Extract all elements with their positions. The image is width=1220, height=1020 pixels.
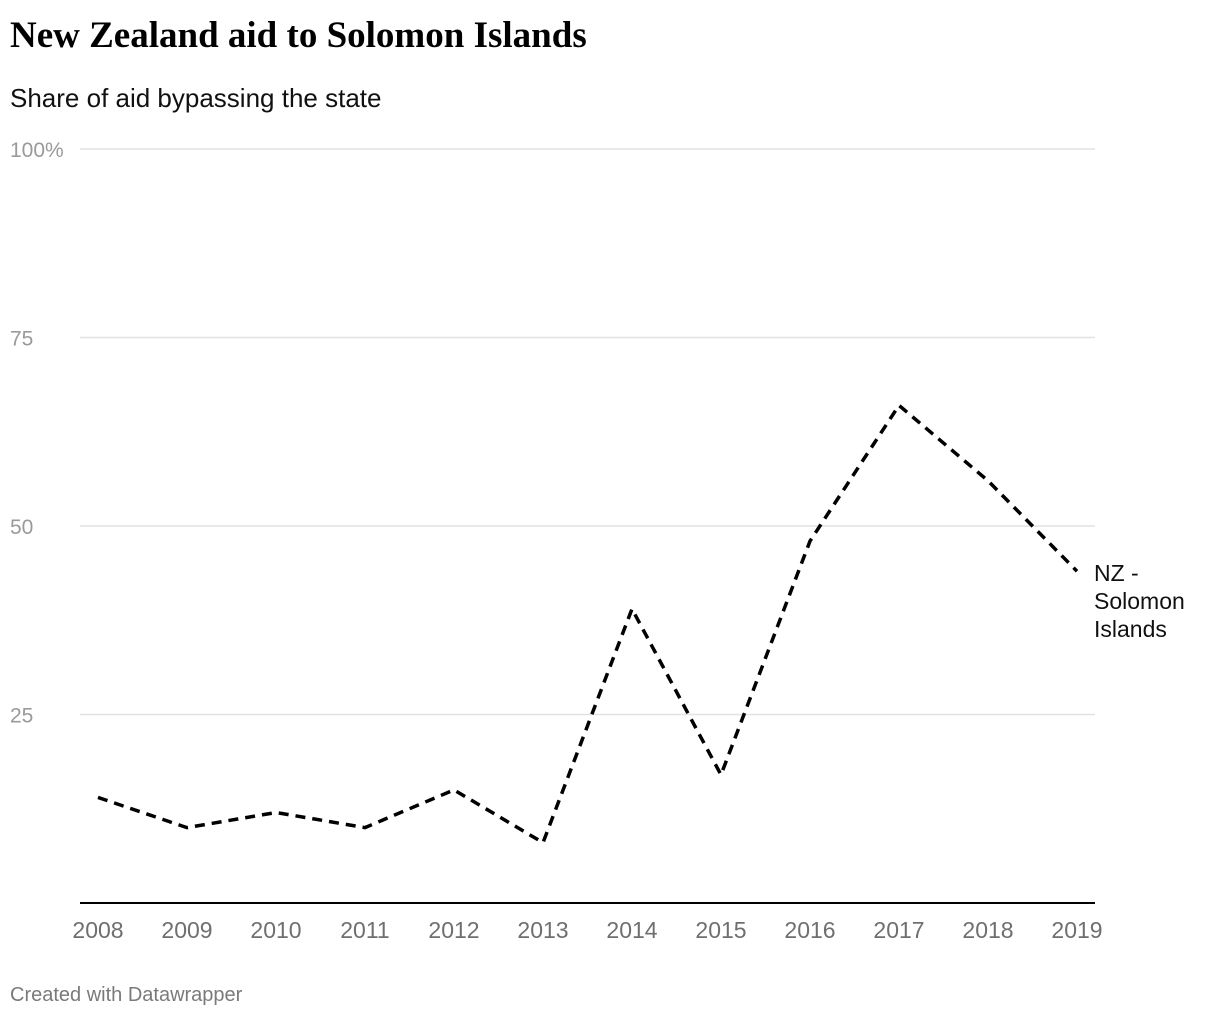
chart-subtitle: Share of aid bypassing the state	[10, 83, 382, 113]
chart-title: New Zealand aid to Solomon Islands	[10, 15, 587, 56]
x-tick-label-2013: 2013	[517, 917, 568, 943]
x-tick-label-2008: 2008	[72, 917, 123, 943]
y-tick-label-50: 50	[10, 516, 33, 539]
x-tick-label-2010: 2010	[250, 917, 301, 943]
y-axis-ticks: 25 50 75 100%	[10, 139, 64, 728]
credit-footer: Created with Datawrapper	[10, 984, 243, 1006]
series-line-0	[97, 403, 1079, 845]
gridlines	[80, 148, 1095, 716]
series-labels: NZ -Solomon Islands	[1094, 560, 1185, 642]
x-tick-label-2011: 2011	[340, 917, 389, 943]
x-tick-label-2009: 2009	[161, 917, 212, 943]
y-tick-label-100: 100%	[10, 139, 64, 162]
y-tick-label-75: 75	[10, 328, 33, 351]
x-tick-label-2015: 2015	[695, 917, 746, 943]
series-lines	[97, 403, 1079, 845]
x-axis-ticks: 2008 2009 2010 2011 2012 2013 2014 2015 2016 2017…	[72, 917, 1102, 943]
x-tick-label-2019: 2019	[1051, 917, 1102, 943]
series-label-0: NZ -Solomon Islands	[1094, 560, 1185, 642]
x-tick-label-2016: 2016	[784, 917, 835, 943]
y-tick-label-25: 25	[10, 705, 33, 728]
x-tick-label-2017: 2017	[873, 917, 924, 943]
x-tick-label-2014: 2014	[606, 917, 657, 943]
x-tick-label-2012: 2012	[428, 917, 479, 943]
x-tick-label-2018: 2018	[962, 917, 1013, 943]
